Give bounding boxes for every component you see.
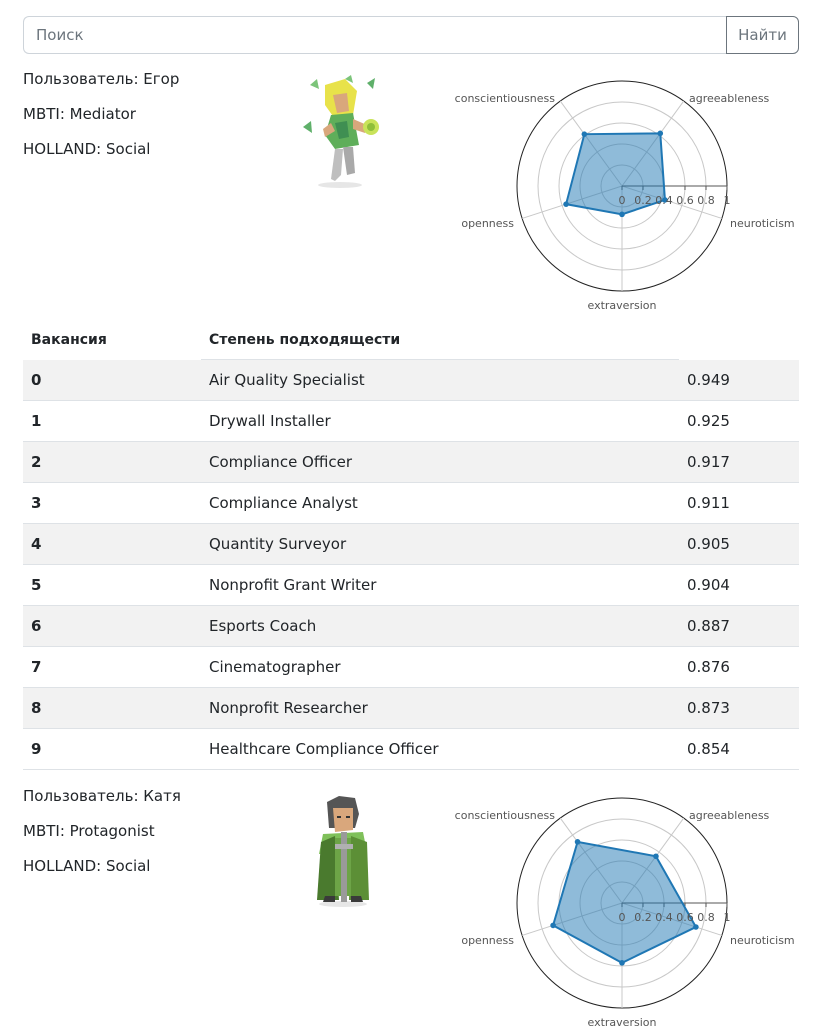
user-mbti: MBTI: Protagonist xyxy=(23,822,155,840)
radar-data-point xyxy=(619,960,625,966)
radar-points xyxy=(550,839,699,966)
mediator-character-icon xyxy=(303,75,379,188)
match-score: 0.887 xyxy=(687,617,730,635)
job-title: Air Quality Specialist xyxy=(209,371,365,389)
radar-tick-label: 0.6 xyxy=(676,911,694,924)
table-row: 0 Air Quality Specialist 0.949 xyxy=(23,360,799,401)
radar-tick-label: 1 xyxy=(724,194,731,207)
radar-axis-label: neuroticism xyxy=(730,217,795,230)
radar-axis-label: extraversion xyxy=(588,1016,657,1027)
radar-tick-label: 0 xyxy=(619,194,626,207)
column-header-job: Вакансия xyxy=(31,332,107,348)
search-bar: Найти xyxy=(23,16,799,54)
radar-axis-label: conscientiousness xyxy=(455,92,556,105)
table-row: 7 Cinematographer 0.876 xyxy=(23,647,799,688)
radar-data-point xyxy=(574,839,581,845)
radar-axis-label: extraversion xyxy=(588,299,657,310)
personality-radar-chart: 0 0.2 0.4 0.6 0.8 1 neuroticism agreeabl… xyxy=(455,797,795,1027)
radar-data-point xyxy=(662,197,668,203)
user-holland: HOLLAND: Social xyxy=(23,140,151,158)
match-score: 0.949 xyxy=(687,371,730,389)
radar-tick-label: 0.2 xyxy=(634,194,652,207)
protagonist-character-icon xyxy=(317,796,369,907)
radar-data-point xyxy=(657,130,664,137)
radar-tick-label: 0.4 xyxy=(655,911,673,924)
radar-axis-label: openness xyxy=(461,217,514,230)
row-index: 1 xyxy=(31,412,42,430)
match-score: 0.904 xyxy=(687,576,730,594)
table-row: 4 Quantity Surveyor 0.905 xyxy=(23,524,799,565)
radar-tick-label: 0 xyxy=(619,911,626,924)
radar-axis-label: agreeableness xyxy=(689,92,770,105)
personality-radar-chart: 0 0.2 0.4 0.6 0.8 1 neuroticism agreeabl… xyxy=(455,80,795,310)
row-index: 2 xyxy=(31,453,42,471)
table-row: 9 Healthcare Compliance Officer 0.854 xyxy=(23,729,799,770)
radar-tick-labels: 0 0.2 0.4 0.6 0.8 1 xyxy=(619,194,731,207)
table-row: 3 Compliance Analyst 0.911 xyxy=(23,483,799,524)
radar-tick-labels: 0 0.2 0.4 0.6 0.8 1 xyxy=(619,911,731,924)
job-title: Compliance Analyst xyxy=(209,494,358,512)
job-title: Nonprofit Grant Writer xyxy=(209,576,377,594)
radar-tick-label: 0.6 xyxy=(676,194,694,207)
radar-axis-labels: neuroticism agreeableness conscientiousn… xyxy=(455,92,795,310)
row-index: 8 xyxy=(31,699,42,717)
radar-axis-label: openness xyxy=(461,934,514,947)
job-title: Quantity Surveyor xyxy=(209,535,347,553)
user-profile-block: Пользователь: Катя MBTI: Protagonist HOL… xyxy=(0,787,813,1027)
table-row: 5 Nonprofit Grant Writer 0.904 xyxy=(23,565,799,606)
radar-tick-label: 1 xyxy=(724,911,731,924)
job-title: Healthcare Compliance Officer xyxy=(209,740,439,758)
table-row: 2 Compliance Officer 0.917 xyxy=(23,442,799,483)
match-score: 0.854 xyxy=(687,740,730,758)
radar-axis-label: conscientiousness xyxy=(455,809,556,822)
user-mbti: MBTI: Mediator xyxy=(23,105,136,123)
match-score: 0.925 xyxy=(687,412,730,430)
radar-data-point xyxy=(563,201,569,207)
radar-data-point xyxy=(581,131,588,137)
table-row: 1 Drywall Installer 0.925 xyxy=(23,401,799,442)
radar-axis-label: neuroticism xyxy=(730,934,795,947)
user-name: Пользователь: Катя xyxy=(23,787,181,805)
match-score: 0.905 xyxy=(687,535,730,553)
job-title: Drywall Installer xyxy=(209,412,331,430)
radar-points xyxy=(563,130,668,218)
column-header-score: Степень подходящести xyxy=(209,332,401,348)
row-index: 3 xyxy=(31,494,42,512)
radar-data-point xyxy=(653,853,659,860)
radar-data-point xyxy=(693,924,699,930)
table-row: 6 Esports Coach 0.887 xyxy=(23,606,799,647)
row-index: 7 xyxy=(31,658,42,676)
user-holland: HOLLAND: Social xyxy=(23,857,151,875)
row-index: 4 xyxy=(31,535,42,553)
radar-tick-label: 0.8 xyxy=(697,194,715,207)
user-profile-block: Пользователь: Егор MBTI: Mediator HOLLAN… xyxy=(0,70,813,310)
radar-data-point xyxy=(550,922,556,929)
search-input[interactable] xyxy=(23,16,726,54)
radar-tick-label: 0.2 xyxy=(634,911,652,924)
radar-data-polygon xyxy=(564,132,666,216)
job-title: Nonprofit Researcher xyxy=(209,699,368,717)
table-header: Вакансия Степень подходящести xyxy=(23,320,799,360)
job-title: Compliance Officer xyxy=(209,453,353,471)
table-row: 8 Nonprofit Researcher 0.873 xyxy=(23,688,799,729)
match-score: 0.873 xyxy=(687,699,730,717)
match-score: 0.917 xyxy=(687,453,730,471)
radar-axis-label: agreeableness xyxy=(689,809,770,822)
match-score: 0.911 xyxy=(687,494,730,512)
radar-tick-label: 0.8 xyxy=(697,911,715,924)
job-title: Esports Coach xyxy=(209,617,317,635)
user-name: Пользователь: Егор xyxy=(23,70,180,88)
row-index: 5 xyxy=(31,576,42,594)
radar-tick-label: 0.4 xyxy=(655,194,673,207)
job-title: Cinematographer xyxy=(209,658,341,676)
row-index: 6 xyxy=(31,617,42,635)
search-button[interactable]: Найти xyxy=(726,16,799,54)
radar-data-point xyxy=(619,211,625,218)
match-score: 0.876 xyxy=(687,658,730,676)
row-index: 9 xyxy=(31,740,42,758)
row-index: 0 xyxy=(31,371,42,389)
radar-data-polygon xyxy=(551,840,698,964)
header-divider xyxy=(201,359,679,360)
job-match-table: Вакансия Степень подходящести 0 Air Qual… xyxy=(23,320,799,770)
